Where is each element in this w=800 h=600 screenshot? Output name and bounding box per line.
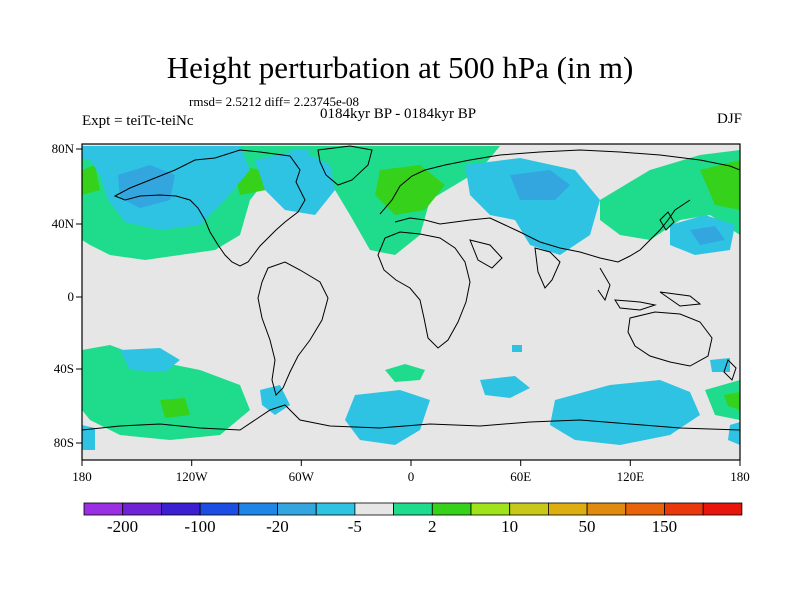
colorbar-label: 50 [579,517,596,536]
colorbar-label: -20 [266,517,289,536]
colorbar-box [470,502,511,516]
period-text: 0184kyr BP - 0184kyr BP [320,106,477,122]
colorbar-label: 2 [428,517,437,536]
season-label: DJF [716,111,742,127]
colorbar-box [548,502,588,516]
lat-label: 40S [54,361,74,376]
strong-positive-cores [82,160,740,418]
negative-anomaly-regions [82,146,740,450]
colorbar-label: 10 [501,517,518,536]
colorbar-box [83,502,124,516]
colorbar-label: -100 [184,517,215,536]
colorbar-box [122,502,162,516]
colorbar-box [354,502,394,516]
lat-label: 40N [52,216,75,231]
lon-label: 60W [289,469,315,484]
colorbar-label: 150 [652,517,678,536]
colorbar-box [431,502,472,516]
colorbar-box [509,502,549,516]
map-title: Height perturbation at 500 hPa (in m) [166,50,634,85]
lat-label: 0 [68,289,75,304]
axis-ticks [76,148,741,466]
lat-label: 80S [54,435,74,450]
lon-label: 120E [617,469,645,484]
colorbar-box [664,502,704,516]
strong-negative-cores [118,165,725,245]
colorbar-box [315,502,356,516]
lon-label: 120W [176,469,209,484]
lon-label: 0 [408,469,415,484]
colorbar-box [393,502,433,516]
lon-label: 180 [72,469,92,484]
coastlines [82,145,740,431]
colorbar: -200 -100 -20 -5 2 10 50 150 [83,502,743,536]
colorbar-box [238,502,278,516]
colorbar-label: -5 [348,517,362,536]
colorbar-box [160,502,201,516]
colorbar-box [625,502,665,516]
longitude-labels: 180 120W 60W 0 60E 120E 180 [72,469,750,484]
colorbar-box [277,502,317,516]
lon-label: 180 [730,469,750,484]
experiment-label: Expt = teiTc-teiNc [82,113,194,129]
contour-fields [82,146,740,450]
colorbar-box [702,502,743,516]
stats-text: rmsd= 2.5212 diff= 2.23745e-08 [189,94,360,109]
latitude-labels: 80N 40N 0 40S 80S [52,141,75,450]
lat-label: 80N [52,141,75,156]
colorbar-box [199,502,240,516]
lon-label: 60E [510,469,531,484]
colorbar-box [586,502,627,516]
colorbar-label: -200 [107,517,138,536]
